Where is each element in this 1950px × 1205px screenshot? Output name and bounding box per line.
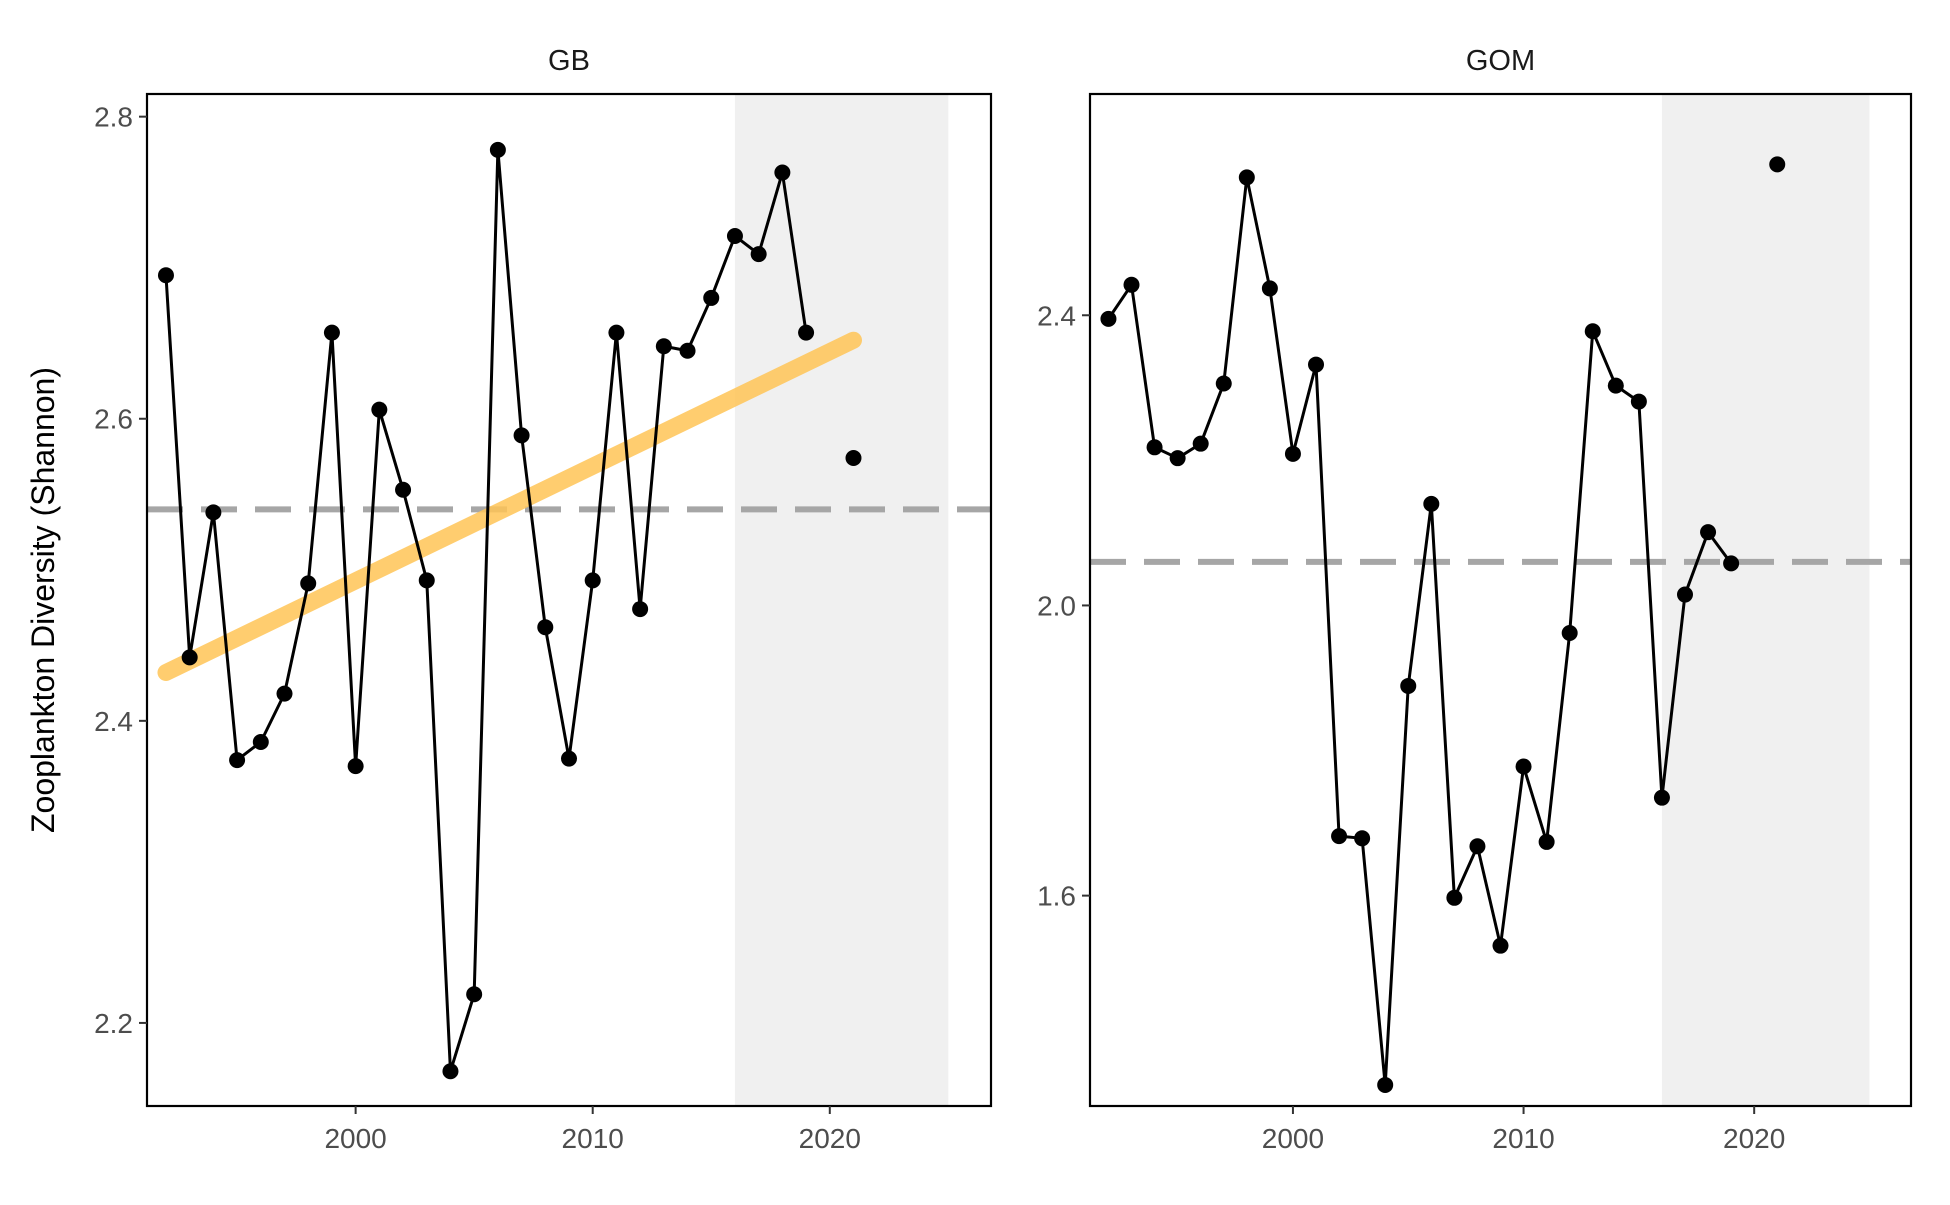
data-point-gom-2017	[1676, 586, 1693, 603]
data-point-gb-2010	[584, 572, 601, 589]
data-point-gb-2001	[371, 401, 388, 418]
data-point-gom-2011	[1538, 833, 1555, 850]
data-point-gb-2002	[395, 481, 412, 498]
y-axis-label: Zooplankton Diversity (Shannon)	[25, 367, 61, 833]
y-tick-label-gb-1: 2.4	[94, 706, 133, 737]
data-point-gb-1994	[205, 504, 222, 521]
y-tick-label-gb-0: 2.2	[94, 1008, 133, 1039]
data-point-gb-1997	[276, 685, 293, 702]
data-point-gb-2013	[655, 338, 672, 355]
data-point-gb-2017	[750, 246, 767, 263]
data-point-gom-2007	[1446, 889, 1463, 906]
shaded-region-gom	[1661, 94, 1870, 1106]
isolated-point-gb-2021	[845, 450, 862, 467]
data-point-gb-2012	[632, 601, 649, 618]
data-point-gom-2002	[1331, 828, 1348, 845]
data-point-gb-1999	[323, 324, 340, 341]
y-tick-label-gom-2: 2.4	[1037, 300, 1076, 331]
data-point-gb-1995	[229, 752, 246, 769]
data-point-gom-2019	[1723, 555, 1740, 572]
data-point-gb-2003	[418, 572, 435, 589]
data-point-gb-1998	[300, 575, 317, 592]
data-point-gom-2005	[1400, 677, 1417, 694]
data-point-gb-2005	[466, 986, 483, 1003]
data-point-gb-2006	[489, 141, 506, 158]
data-point-gom-1997	[1215, 375, 1232, 392]
data-point-gom-1993	[1123, 276, 1140, 293]
data-point-gom-2004	[1377, 1076, 1394, 1093]
data-point-gom-2008	[1469, 838, 1486, 855]
shaded-region-gb	[734, 94, 949, 1106]
data-point-gb-1996	[252, 733, 269, 750]
data-point-gom-2015	[1630, 393, 1647, 410]
data-point-gom-1998	[1238, 169, 1255, 186]
panel-frame-gb	[145, 92, 993, 1108]
x-tick-label-gom-2: 2020	[1723, 1123, 1785, 1154]
y-tick-label-gom-0: 1.6	[1037, 881, 1076, 912]
data-point-gb-2015	[703, 289, 720, 306]
y-tick-label-gb-2: 2.6	[94, 404, 133, 435]
data-point-gom-2009	[1492, 937, 1509, 954]
x-tick-label-gom-1: 2010	[1492, 1123, 1554, 1154]
data-point-gom-1999	[1261, 280, 1278, 297]
data-point-gb-2019	[798, 324, 815, 341]
series-line-gom	[1107, 175, 1733, 1087]
x-tick-label-gom-0: 2000	[1262, 1123, 1324, 1154]
panel-frame-gom	[1088, 92, 1913, 1108]
data-point-gom-2000	[1284, 445, 1301, 462]
data-point-gom-2001	[1308, 356, 1325, 373]
panel-gom: GOM 1.6 2.0 2.4 2000 2010 2020	[1037, 45, 1913, 1154]
x-tick-label-gb-1: 2010	[562, 1123, 624, 1154]
data-point-gb-1993	[181, 649, 198, 666]
panel-title-gb: GB	[548, 45, 590, 77]
data-point-gb-2008	[537, 619, 554, 636]
x-tick-label-gb-0: 2000	[324, 1123, 386, 1154]
y-tick-label-gb-3: 2.8	[94, 102, 133, 133]
data-point-gom-1996	[1192, 435, 1209, 452]
trend-line-gb	[157, 331, 862, 682]
data-point-gb-2018	[774, 164, 791, 181]
y-tick-label-gom-1: 2.0	[1037, 590, 1076, 621]
data-point-gb-2007	[513, 427, 530, 444]
panel-gb: GB 2.2 2.4 2.6 2.8 2000 2010 2020	[94, 45, 993, 1154]
data-point-gom-2014	[1607, 377, 1624, 394]
data-point-gom-1994	[1146, 439, 1163, 456]
data-point-gb-1992	[157, 267, 174, 284]
data-point-gb-2016	[726, 227, 743, 244]
data-point-gb-2014	[679, 342, 696, 359]
data-point-gom-2003	[1354, 830, 1371, 847]
data-point-gom-2006	[1423, 495, 1440, 512]
data-point-gb-2004	[442, 1063, 459, 1080]
data-point-gom-2016	[1653, 789, 1670, 806]
data-point-gom-1995	[1169, 450, 1186, 467]
isolated-point-gom-2021	[1769, 156, 1786, 173]
data-point-gb-2011	[608, 324, 625, 341]
data-point-gb-2009	[561, 750, 577, 767]
data-point-gom-1992	[1100, 310, 1117, 327]
data-point-gom-2012	[1561, 625, 1578, 642]
x-tick-label-gb-2: 2020	[799, 1123, 861, 1154]
series-line-gb	[164, 148, 808, 1073]
data-point-gom-2010	[1515, 758, 1532, 775]
data-point-gom-2018	[1700, 524, 1717, 541]
data-point-gom-2013	[1584, 323, 1601, 340]
data-point-gb-2000	[347, 758, 364, 775]
panel-title-gom: GOM	[1466, 45, 1535, 77]
